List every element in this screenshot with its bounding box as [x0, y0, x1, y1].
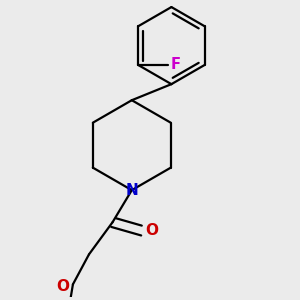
Text: F: F	[170, 57, 180, 72]
Text: O: O	[57, 279, 70, 294]
Text: N: N	[125, 183, 138, 198]
Text: O: O	[146, 223, 159, 238]
